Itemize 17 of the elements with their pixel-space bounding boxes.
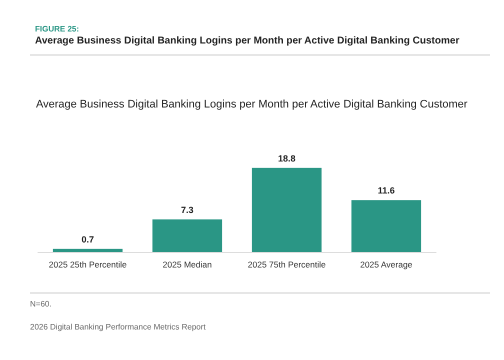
bar [351, 200, 422, 252]
text: 2026 Digital Banking Performance Metrics Report [30, 322, 206, 332]
data-label: 18.8 [278, 153, 296, 164]
data-label: 11.6 [378, 186, 395, 196]
chart-subtitle: FIGURE 25: [35, 24, 80, 34]
x-tick-label: 2025 25th Percentile [48, 260, 128, 270]
data-label: 7.3 [180, 204, 194, 215]
chart-title: Average Business Digital Banking Logins per Month per Active Digital Banking Customer [35, 36, 460, 46]
text: Average Business Digital Banking Logins per Month per Active Digital Banking Customer [36, 98, 468, 110]
x-tick-label: 2025 Average [360, 260, 413, 270]
bar [52, 248, 123, 252]
x-tick-label: 2025 75th Percentile [248, 260, 326, 270]
text: N=60. [30, 300, 52, 308]
x-tick-label: 2025 Median [162, 260, 212, 270]
bar [152, 219, 222, 252]
data-label: 0.7 [81, 234, 94, 244]
bar [252, 168, 322, 252]
